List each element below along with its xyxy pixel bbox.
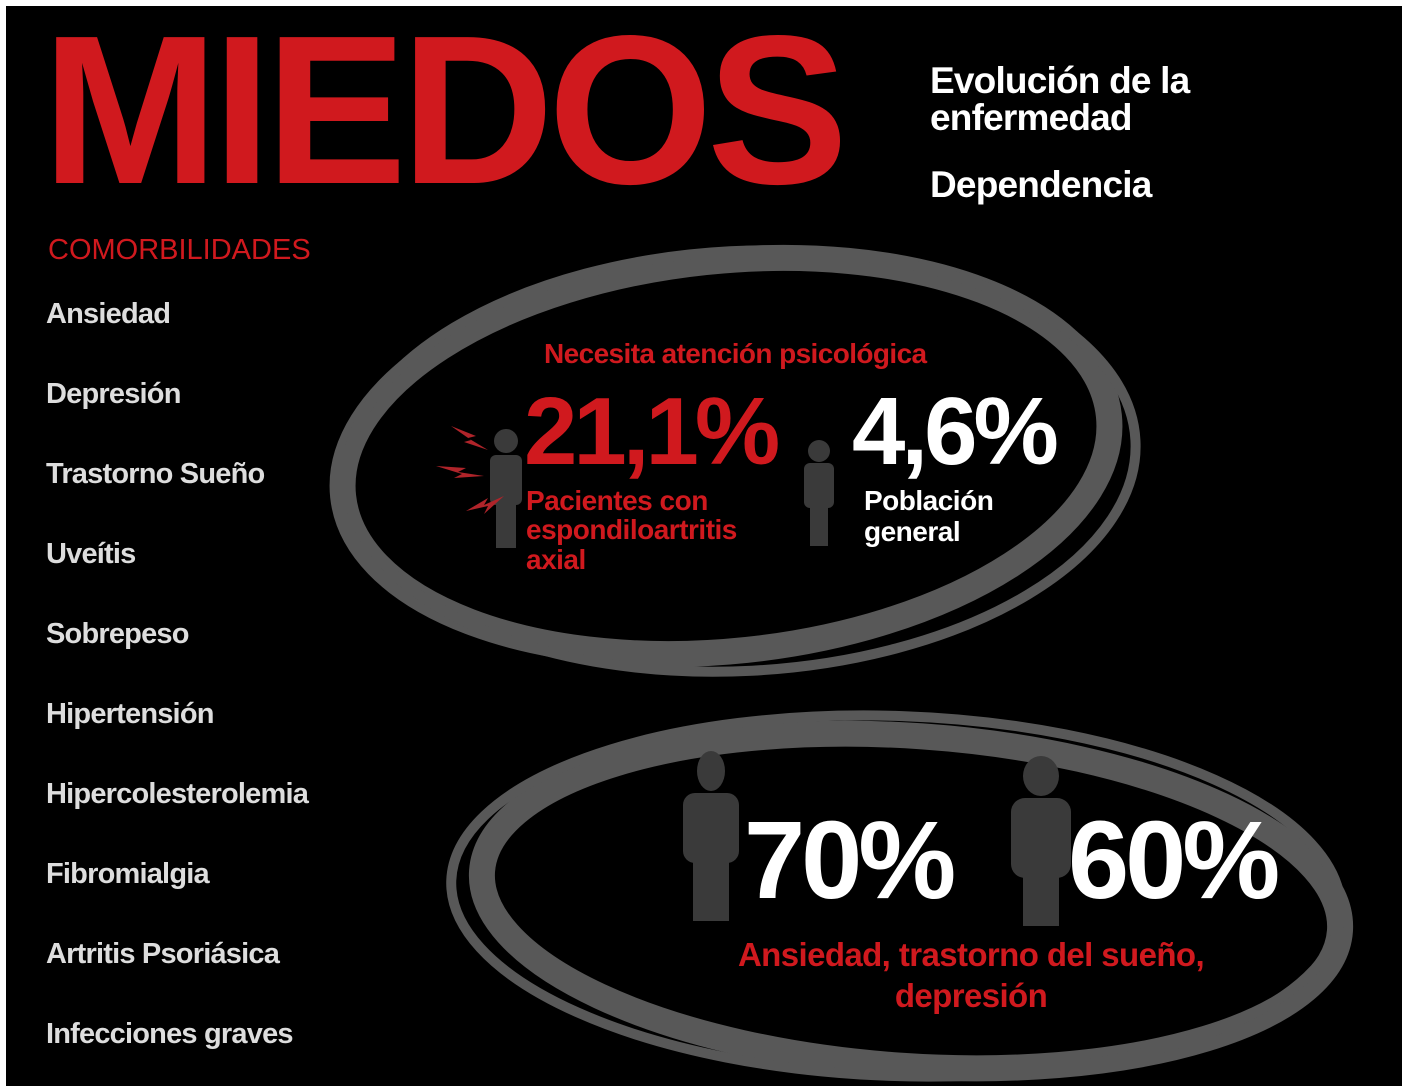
stat-label: Ansiedad, trastorno del sueño, depresión [691,934,1251,1017]
infographic: MIEDOS Evolución de la enfermedad Depend… [6,6,1402,1086]
comorbidity: Trastorno Sueño [46,458,264,491]
topic: Evolución de la enfermedad [930,62,1260,136]
stat-label: Pacientes con espondiloartritis axial [526,486,801,574]
comorbidity: Uveítis [46,538,136,571]
stat-value: 70% [744,806,952,916]
section-heading: COMORBILIDADES [48,234,311,266]
comorbidity: Ansiedad [46,298,170,331]
title: MIEDOS [42,6,842,216]
topic: Dependencia [930,164,1152,205]
stat-value: 60% [1068,806,1276,916]
comorbidity: Artritis Psoriásica [46,938,279,971]
comorbidity: Sobrepeso [46,618,189,651]
comorbidity: Hipercolesterolemia [46,778,308,811]
stat-label: Población general [864,486,1034,548]
stat-value: 21,1% [524,384,776,480]
section-heading: Necesita atención psicológica [544,338,927,369]
comorbidity: Hipertensión [46,698,214,731]
comorbidity: Depresión [46,378,181,411]
comorbidity: Fibromialgia [46,858,209,891]
comorbidity: Infecciones graves [46,1018,293,1051]
stat-value: 4,6% [852,384,1055,480]
